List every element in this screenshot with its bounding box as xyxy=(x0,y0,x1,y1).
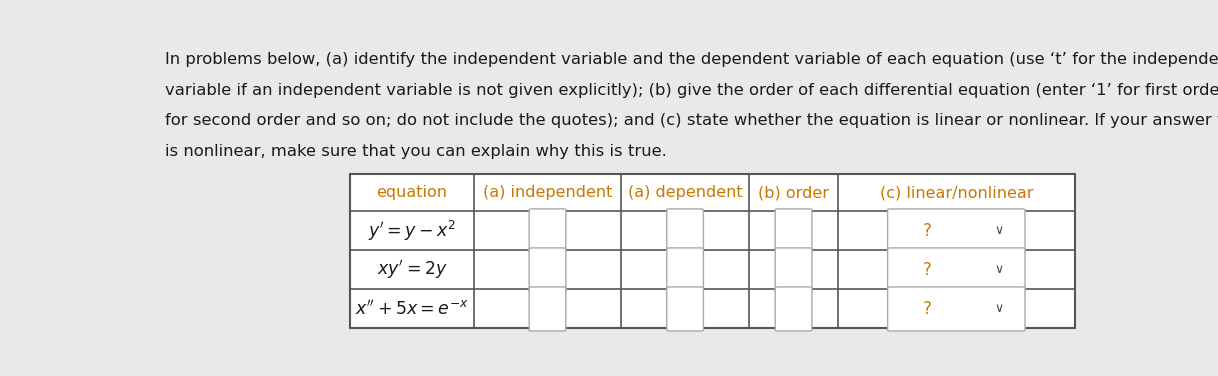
Text: ∨: ∨ xyxy=(994,302,1004,315)
Text: ∨: ∨ xyxy=(994,264,1004,276)
FancyBboxPatch shape xyxy=(666,209,703,253)
FancyBboxPatch shape xyxy=(888,287,1026,331)
FancyBboxPatch shape xyxy=(888,248,1026,292)
Text: (a) independent: (a) independent xyxy=(482,185,613,200)
FancyBboxPatch shape xyxy=(666,287,703,331)
Text: (a) dependent: (a) dependent xyxy=(627,185,743,200)
Text: equation: equation xyxy=(376,185,447,200)
Text: In problems below, (a) identify the independent variable and the dependent varia: In problems below, (a) identify the inde… xyxy=(164,52,1218,67)
FancyBboxPatch shape xyxy=(666,248,703,292)
FancyBboxPatch shape xyxy=(775,248,812,292)
Text: (b) order: (b) order xyxy=(758,185,829,200)
FancyBboxPatch shape xyxy=(775,209,812,253)
FancyBboxPatch shape xyxy=(529,287,566,331)
Text: $xy' = 2y$: $xy' = 2y$ xyxy=(376,258,447,282)
Text: (c) linear/nonlinear: (c) linear/nonlinear xyxy=(879,185,1033,200)
FancyBboxPatch shape xyxy=(529,248,566,292)
Text: $y' = y - x^2$: $y' = y - x^2$ xyxy=(368,219,456,243)
Text: ?: ? xyxy=(923,300,932,318)
Text: ?: ? xyxy=(923,222,932,240)
Text: for second order and so on; do not include the quotes); and (c) state whether th: for second order and so on; do not inclu… xyxy=(164,113,1218,128)
FancyBboxPatch shape xyxy=(775,287,812,331)
Text: $x'' + 5x = e^{-x}$: $x'' + 5x = e^{-x}$ xyxy=(354,299,469,318)
FancyBboxPatch shape xyxy=(529,209,566,253)
FancyBboxPatch shape xyxy=(888,209,1026,253)
Text: ?: ? xyxy=(923,261,932,279)
Bar xyxy=(350,174,1074,329)
Text: is nonlinear, make sure that you can explain why this is true.: is nonlinear, make sure that you can exp… xyxy=(164,144,666,159)
Text: ∨: ∨ xyxy=(994,224,1004,238)
Text: variable if an independent variable is not given explicitly); (b) give the order: variable if an independent variable is n… xyxy=(164,83,1218,98)
Bar xyxy=(350,174,1074,329)
